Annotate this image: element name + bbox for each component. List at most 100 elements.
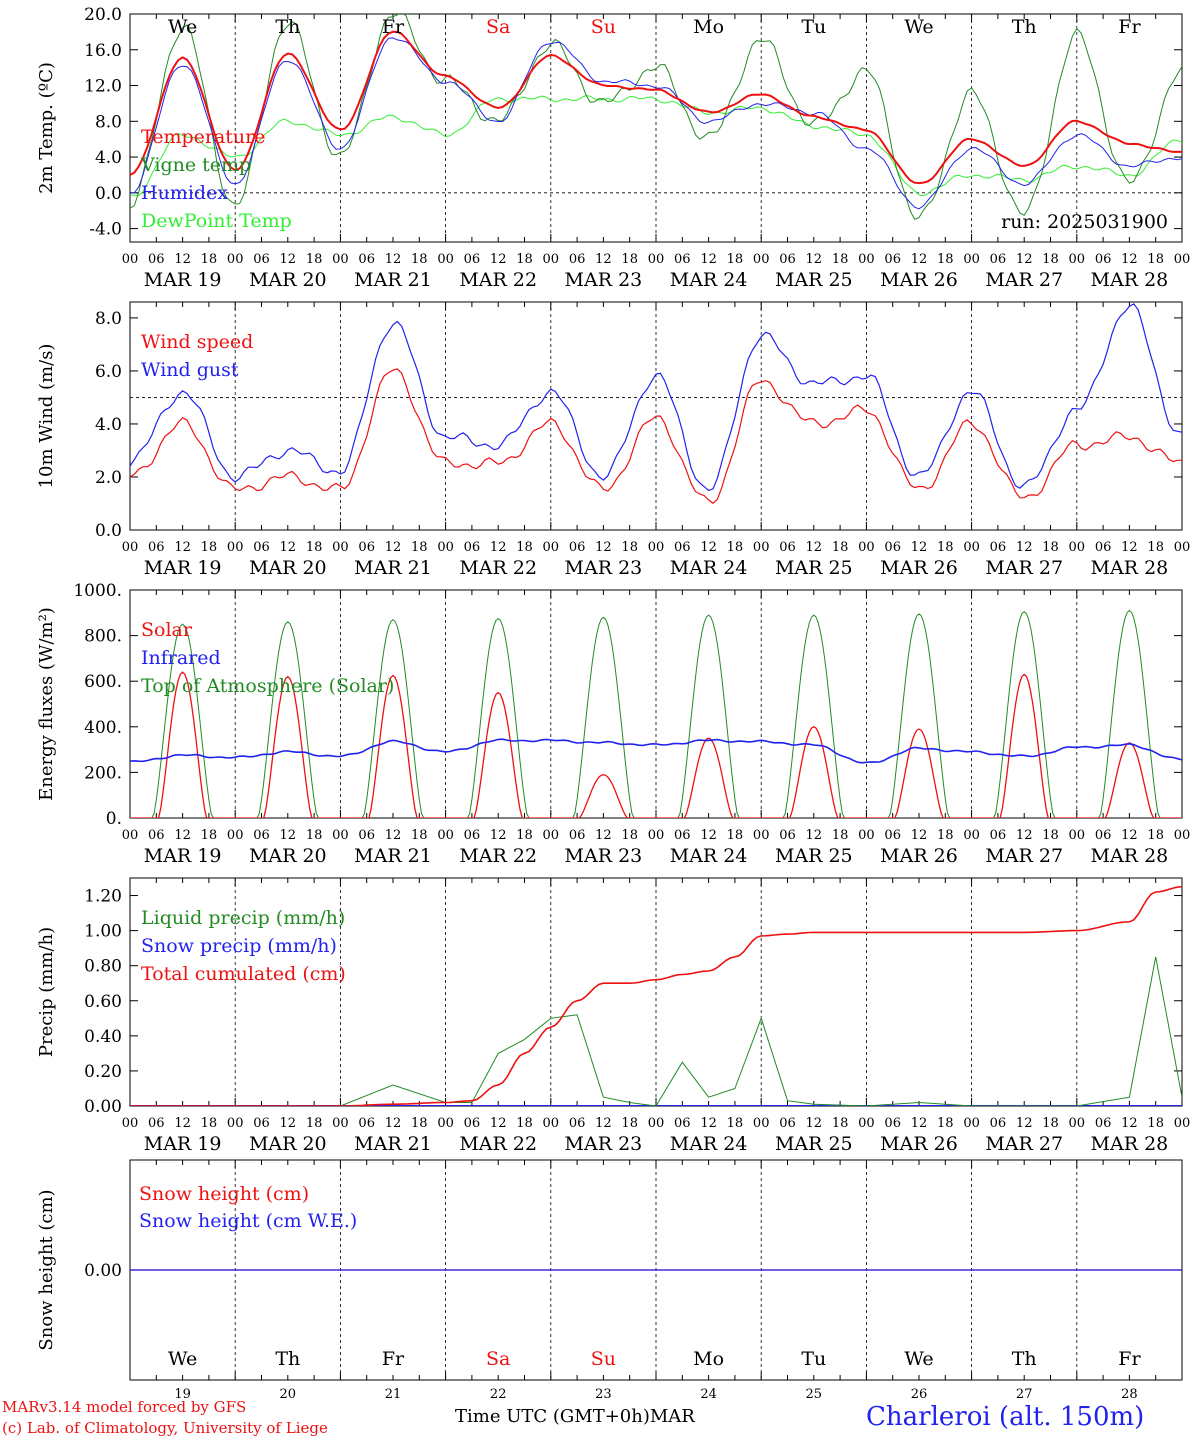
y-axis-label: Precip (mm/h) (36, 927, 57, 1057)
run-annotation: run: 2025031900 (1001, 211, 1168, 233)
x-axis-month: MAR (649, 1406, 695, 1427)
hour-label: 12 (911, 1116, 928, 1131)
hour-label: 18 (727, 252, 744, 267)
hour-label: 00 (543, 252, 560, 267)
date-label: MAR 25 (775, 1133, 853, 1155)
hour-label: 12 (385, 540, 402, 555)
hour-label: 12 (1016, 252, 1033, 267)
hour-label: 00 (753, 540, 770, 555)
hour-label: 00 (648, 252, 665, 267)
hour-label: 00 (753, 828, 770, 843)
hour-label: 18 (621, 828, 638, 843)
hour-label: 12 (490, 1116, 507, 1131)
day-number: 22 (490, 1387, 507, 1402)
hour-label: 06 (990, 1116, 1007, 1131)
legend-entry: Top of Atmosphere (Solar) (141, 675, 394, 697)
series-line (130, 671, 1182, 818)
day-name: Th (275, 1348, 300, 1370)
hour-label: 18 (1147, 828, 1164, 843)
hour-label: 18 (832, 828, 849, 843)
hour-label: 12 (595, 540, 612, 555)
day-name: Mo (693, 1348, 724, 1370)
hour-label: 12 (911, 540, 928, 555)
hour-label: 12 (911, 828, 928, 843)
series-line (130, 956, 1182, 1106)
hour-label: 18 (201, 828, 218, 843)
y-tick-label: 0.00 (84, 1261, 122, 1281)
hour-label: 00 (332, 1116, 349, 1131)
y-axis-label: Energy fluxes (W/m²) (36, 607, 57, 801)
hour-label: 18 (411, 828, 428, 843)
hour-label: 06 (358, 1116, 375, 1131)
hour-label: 06 (1095, 252, 1112, 267)
hour-label: 12 (490, 252, 507, 267)
hour-label: 12 (595, 828, 612, 843)
hour-label: 18 (1042, 828, 1059, 843)
hour-label: 12 (700, 540, 717, 555)
x-axis-label: Time UTC (GMT+0h)MAR (455, 1406, 695, 1427)
hour-label: 18 (411, 252, 428, 267)
hour-label: 06 (779, 828, 796, 843)
y-tick-label: 16.0 (84, 41, 122, 61)
date-label: MAR 23 (565, 845, 643, 867)
hour-label: 18 (306, 1116, 323, 1131)
hour-label: 18 (516, 252, 533, 267)
hour-label: 00 (122, 252, 139, 267)
hour-label: 06 (779, 252, 796, 267)
hour-label: 00 (332, 828, 349, 843)
date-label: MAR 19 (144, 845, 222, 867)
hour-label: 06 (464, 828, 481, 843)
hour-label: 06 (358, 252, 375, 267)
hour-label: 00 (1174, 540, 1191, 555)
date-label: MAR 24 (670, 269, 748, 291)
hour-label: 18 (727, 1116, 744, 1131)
hour-label: 18 (1042, 252, 1059, 267)
y-tick-label: 8.0 (95, 309, 122, 329)
hour-label: 00 (437, 252, 454, 267)
hour-label: 18 (201, 540, 218, 555)
hour-label: 06 (148, 252, 165, 267)
hour-label: 00 (1174, 252, 1191, 267)
hour-label: 06 (990, 828, 1007, 843)
panel-4: 1.20 1.00 0.80 0.60 0.40 0.20 0.00 Precip (mm/h… (36, 877, 1190, 1155)
hour-label: 12 (806, 1116, 823, 1131)
hour-label: 18 (411, 1116, 428, 1131)
hour-label: 00 (543, 540, 560, 555)
y-tick-label: 6.0 (95, 362, 122, 382)
hour-label: 12 (806, 828, 823, 843)
hour-label: 00 (332, 252, 349, 267)
hour-label: 00 (858, 252, 875, 267)
y-tick-label: 400. (84, 718, 122, 738)
hour-label: 00 (1069, 828, 1086, 843)
y-tick-label: 8.0 (95, 112, 122, 132)
hour-label: 18 (1042, 540, 1059, 555)
hour-label: 00 (963, 540, 980, 555)
hour-label: 18 (621, 1116, 638, 1131)
y-tick-label: -4.0 (89, 220, 122, 240)
hour-label: 06 (884, 252, 901, 267)
hour-label: 12 (700, 252, 717, 267)
date-label: MAR 20 (249, 557, 327, 579)
hour-label: 18 (306, 540, 323, 555)
date-label: MAR 25 (775, 269, 853, 291)
y-tick-label: 0.00 (84, 1097, 122, 1117)
y-tick-label: 12.0 (84, 77, 122, 97)
panel-2: 8.0 6.0 4.0 2.0 0.0 10m Wind (m/s) Wind speed W… (36, 301, 1191, 579)
series-line (130, 886, 1182, 1106)
hour-label: 00 (227, 252, 244, 267)
hour-label: 18 (1042, 1116, 1059, 1131)
y-tick-label: 1.00 (84, 922, 122, 942)
date-label: MAR 23 (565, 557, 643, 579)
hour-label: 06 (779, 540, 796, 555)
hour-label: 06 (569, 540, 586, 555)
hour-label: 00 (858, 828, 875, 843)
hour-label: 12 (385, 1116, 402, 1131)
hour-label: 12 (490, 828, 507, 843)
date-label: MAR 24 (670, 557, 748, 579)
lab-credit: (c) Lab. of Climatology, University of L… (2, 1419, 328, 1437)
hour-label: 00 (963, 1116, 980, 1131)
series-line (130, 94, 1182, 197)
hour-label: 00 (122, 1116, 139, 1131)
hour-label: 12 (280, 828, 297, 843)
hour-label: 00 (227, 828, 244, 843)
